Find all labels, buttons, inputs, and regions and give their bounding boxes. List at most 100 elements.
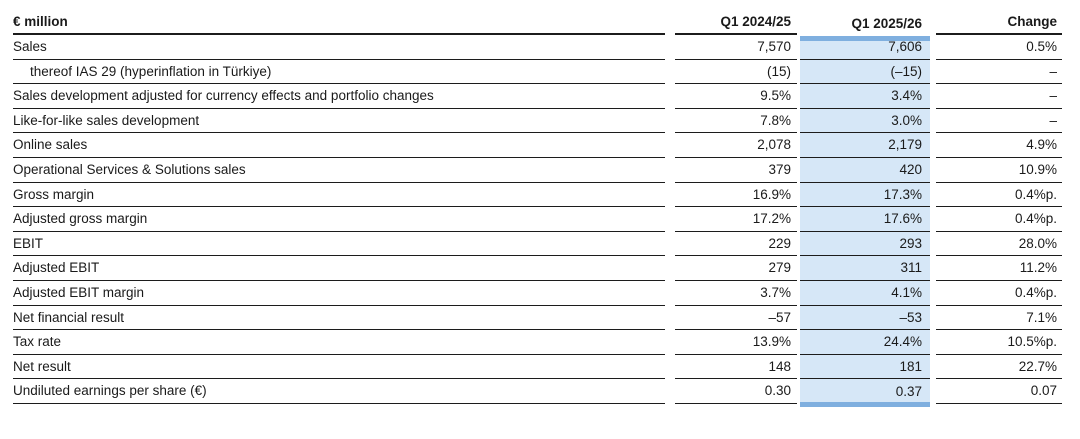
value-q1-2024-25: 9.5% xyxy=(675,84,797,109)
column-gap xyxy=(665,330,675,355)
value-q1-2025-26: 7,606 xyxy=(800,35,930,60)
value-q1-2024-25: 3.7% xyxy=(675,281,797,306)
value-q1-2025-26: 4.1% xyxy=(800,281,930,306)
row-label: EBIT xyxy=(13,232,665,257)
quarterly-kpi-table: € million Q1 2024/25 Q1 2025/26 Change S… xyxy=(13,12,1062,404)
value-q1-2025-26: 0.37 xyxy=(895,383,922,399)
value-q1-2025-26: –53 xyxy=(800,306,930,331)
value-change: 0.4%p. xyxy=(936,281,1062,306)
table-row: Tax rate 13.9% 24.4% 10.5%p. xyxy=(13,330,1062,355)
column-gap xyxy=(665,183,675,208)
table-row: Gross margin 16.9% 17.3% 0.4%p. xyxy=(13,183,1062,208)
table-body: Sales 7,570 7,606 0.5% thereof IAS 29 (h… xyxy=(13,35,1062,404)
value-change: 22.7% xyxy=(936,355,1062,380)
value-q1-2025-26: (–15) xyxy=(800,60,930,85)
value-change: 0.07 xyxy=(936,379,1062,404)
table-row: Net financial result –57 –53 7.1% xyxy=(13,306,1062,331)
value-q1-2024-25: 379 xyxy=(675,158,797,183)
column-gap xyxy=(665,35,675,60)
value-q1-2024-25: 279 xyxy=(675,256,797,281)
table-row: Operational Services & Solutions sales 3… xyxy=(13,158,1062,183)
row-label: Net result xyxy=(13,355,665,380)
column-header-q1-2025-26: Q1 2025/26 xyxy=(851,15,922,31)
table-row: Adjusted EBIT margin 3.7% 4.1% 0.4%p. xyxy=(13,281,1062,306)
value-change: 0.4%p. xyxy=(936,183,1062,208)
column-gap xyxy=(665,355,675,380)
value-q1-2024-25: 16.9% xyxy=(675,183,797,208)
column-gap xyxy=(665,12,675,35)
table-row: Undiluted earnings per share (€) 0.30 0.… xyxy=(13,379,1062,404)
table-row: Sales development adjusted for currency … xyxy=(13,84,1062,109)
column-gap xyxy=(665,133,675,158)
column-gap xyxy=(665,84,675,109)
value-change: 10.5%p. xyxy=(936,330,1062,355)
row-label: Online sales xyxy=(13,133,665,158)
value-change: 4.9% xyxy=(936,133,1062,158)
column-gap xyxy=(665,232,675,257)
value-change: – xyxy=(936,109,1062,134)
row-label: Tax rate xyxy=(13,330,665,355)
value-change: 10.9% xyxy=(936,158,1062,183)
value-q1-2024-25: 13.9% xyxy=(675,330,797,355)
table-row: Net result 148 181 22.7% xyxy=(13,355,1062,380)
row-label: Like-for-like sales development xyxy=(13,109,665,134)
column-gap xyxy=(665,379,675,404)
value-change: – xyxy=(936,60,1062,85)
row-label: Sales development adjusted for currency … xyxy=(13,84,665,109)
row-label: Operational Services & Solutions sales xyxy=(13,158,665,183)
value-q1-2025-26: 420 xyxy=(800,158,930,183)
row-label: Net financial result xyxy=(13,306,665,331)
row-label: Sales xyxy=(13,35,665,60)
row-label: Adjusted EBIT xyxy=(13,256,665,281)
table-row: Like-for-like sales development 7.8% 3.0… xyxy=(13,109,1062,134)
row-label: Gross margin xyxy=(13,183,665,208)
column-gap xyxy=(665,60,675,85)
column-header-unit: € million xyxy=(13,12,665,35)
value-q1-2024-25: 229 xyxy=(675,232,797,257)
table-row: Online sales 2,078 2,179 4.9% xyxy=(13,133,1062,158)
column-gap xyxy=(665,158,675,183)
value-q1-2024-25: 7,570 xyxy=(675,35,797,60)
value-q1-2025-26: 293 xyxy=(800,232,930,257)
value-q1-2025-26: 2,179 xyxy=(800,133,930,158)
value-q1-2025-26: 3.0% xyxy=(800,109,930,134)
column-gap xyxy=(665,281,675,306)
column-gap xyxy=(665,256,675,281)
value-q1-2024-25: 17.2% xyxy=(675,207,797,232)
value-change: – xyxy=(936,84,1062,109)
value-change: 0.5% xyxy=(936,35,1062,60)
table-row: EBIT 229 293 28.0% xyxy=(13,232,1062,257)
column-gap xyxy=(665,306,675,331)
column-header-change: Change xyxy=(936,12,1062,35)
column-gap xyxy=(665,207,675,232)
table-row: thereof IAS 29 (hyperinflation in Türkiy… xyxy=(13,60,1062,85)
row-label: thereof IAS 29 (hyperinflation in Türkiy… xyxy=(13,60,665,85)
value-q1-2024-25: –57 xyxy=(675,306,797,331)
value-q1-2025-26: 24.4% xyxy=(800,330,930,355)
row-label: Adjusted EBIT margin xyxy=(13,281,665,306)
column-gap xyxy=(665,109,675,134)
value-q1-2025-26: 3.4% xyxy=(800,84,930,109)
table-row: Sales 7,570 7,606 0.5% xyxy=(13,35,1062,60)
value-q1-2024-25: 148 xyxy=(675,355,797,380)
row-label: Undiluted earnings per share (€) xyxy=(13,379,665,404)
value-q1-2025-26: 181 xyxy=(800,355,930,380)
table-header-row: € million Q1 2024/25 Q1 2025/26 Change xyxy=(13,12,1062,35)
highlight-column-stripe xyxy=(800,36,930,407)
value-q1-2025-26: 311 xyxy=(800,256,930,281)
value-q1-2025-26: 17.6% xyxy=(800,207,930,232)
value-change: 0.4%p. xyxy=(936,207,1062,232)
value-change: 7.1% xyxy=(936,306,1062,331)
value-q1-2024-25: 7.8% xyxy=(675,109,797,134)
value-change: 11.2% xyxy=(936,256,1062,281)
table-row: Adjusted EBIT 279 311 11.2% xyxy=(13,256,1062,281)
value-q1-2024-25: 0.30 xyxy=(675,379,797,404)
row-label: Adjusted gross margin xyxy=(13,207,665,232)
value-q1-2025-26: 17.3% xyxy=(800,183,930,208)
value-change: 28.0% xyxy=(936,232,1062,257)
column-header-q1-2024-25: Q1 2024/25 xyxy=(675,12,797,35)
value-q1-2024-25: 2,078 xyxy=(675,133,797,158)
table-row: Adjusted gross margin 17.2% 17.6% 0.4%p. xyxy=(13,207,1062,232)
value-q1-2024-25: (15) xyxy=(675,60,797,85)
